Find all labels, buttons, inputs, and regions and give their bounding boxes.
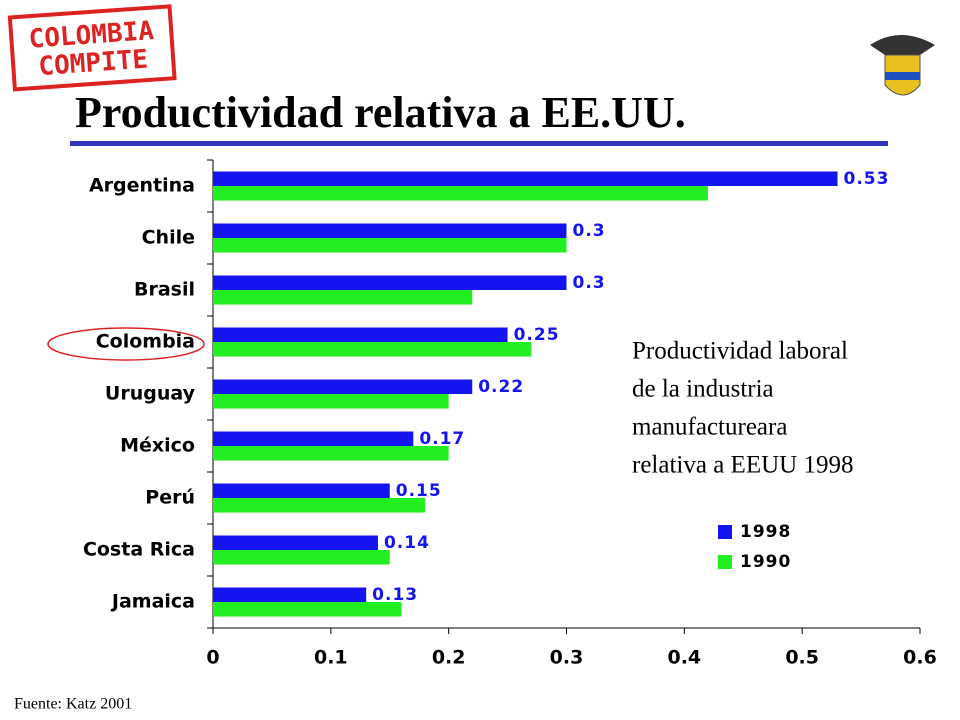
x-tick-label: 0.6 xyxy=(903,647,937,669)
bar xyxy=(213,186,708,201)
x-tick-label: 0.1 xyxy=(314,647,348,669)
shield-band xyxy=(885,72,920,80)
bar xyxy=(213,535,378,550)
x-tick-label: 0 xyxy=(206,647,219,669)
bar xyxy=(213,483,390,498)
bar xyxy=(213,431,414,446)
logo-frame xyxy=(7,4,177,92)
value-label: 0.14 xyxy=(384,533,430,553)
chart-title: Productividad relativa a EE.UU. xyxy=(75,88,686,137)
category-label: Colombia xyxy=(96,331,195,353)
value-label: 0.13 xyxy=(372,585,418,605)
x-tick-label: 0.3 xyxy=(550,647,584,669)
category-label: Perú xyxy=(145,487,195,509)
title-rule xyxy=(70,141,888,146)
x-tick-label: 0.4 xyxy=(667,647,701,669)
bar xyxy=(213,342,532,357)
condor xyxy=(870,35,935,55)
value-label: 0.3 xyxy=(573,221,606,241)
bar xyxy=(213,498,426,513)
bar xyxy=(213,550,390,565)
value-label: 0.25 xyxy=(514,325,560,345)
logo: COLOMBIA COMPITE xyxy=(7,4,177,92)
bar xyxy=(213,223,567,238)
category-label: México xyxy=(120,435,195,457)
legend-swatch xyxy=(718,525,732,539)
coat-of-arms xyxy=(870,35,935,96)
x-tick-label: 0.5 xyxy=(785,647,819,669)
source: Fuente: Katz 2001 xyxy=(14,696,132,713)
annotation: manufactureara xyxy=(632,414,787,441)
bar xyxy=(213,394,449,409)
legend-label: 1990 xyxy=(740,552,791,572)
bar xyxy=(213,290,473,305)
bar xyxy=(213,275,567,290)
annotation: de la industria xyxy=(632,376,774,403)
highlight-ellipse xyxy=(47,327,205,361)
value-label: 0.22 xyxy=(478,377,524,397)
value-label: 0.53 xyxy=(844,169,890,189)
value-label: 0.15 xyxy=(396,481,442,501)
annotation: relativa a EEUU 1998 xyxy=(632,452,853,479)
category-label: Chile xyxy=(142,227,195,249)
logo-text: COMPITE xyxy=(38,45,149,83)
value-label: 0.3 xyxy=(573,273,606,293)
bar xyxy=(213,602,402,617)
annotation: Productividad laboral xyxy=(632,338,848,365)
category-label: Brasil xyxy=(134,279,195,301)
bar xyxy=(213,379,473,394)
category-label: Uruguay xyxy=(105,383,196,405)
legend-label: 1998 xyxy=(740,522,791,542)
bar xyxy=(213,446,449,461)
category-label: Argentina xyxy=(89,175,195,197)
category-label: Costa Rica xyxy=(83,539,195,561)
bar xyxy=(213,238,567,253)
bar xyxy=(213,327,508,342)
value-label: 0.17 xyxy=(419,429,465,449)
category-label: Jamaica xyxy=(110,591,195,613)
legend-swatch xyxy=(718,555,732,569)
bar xyxy=(213,171,838,186)
bar xyxy=(213,587,367,602)
x-tick-label: 0.2 xyxy=(432,647,466,669)
